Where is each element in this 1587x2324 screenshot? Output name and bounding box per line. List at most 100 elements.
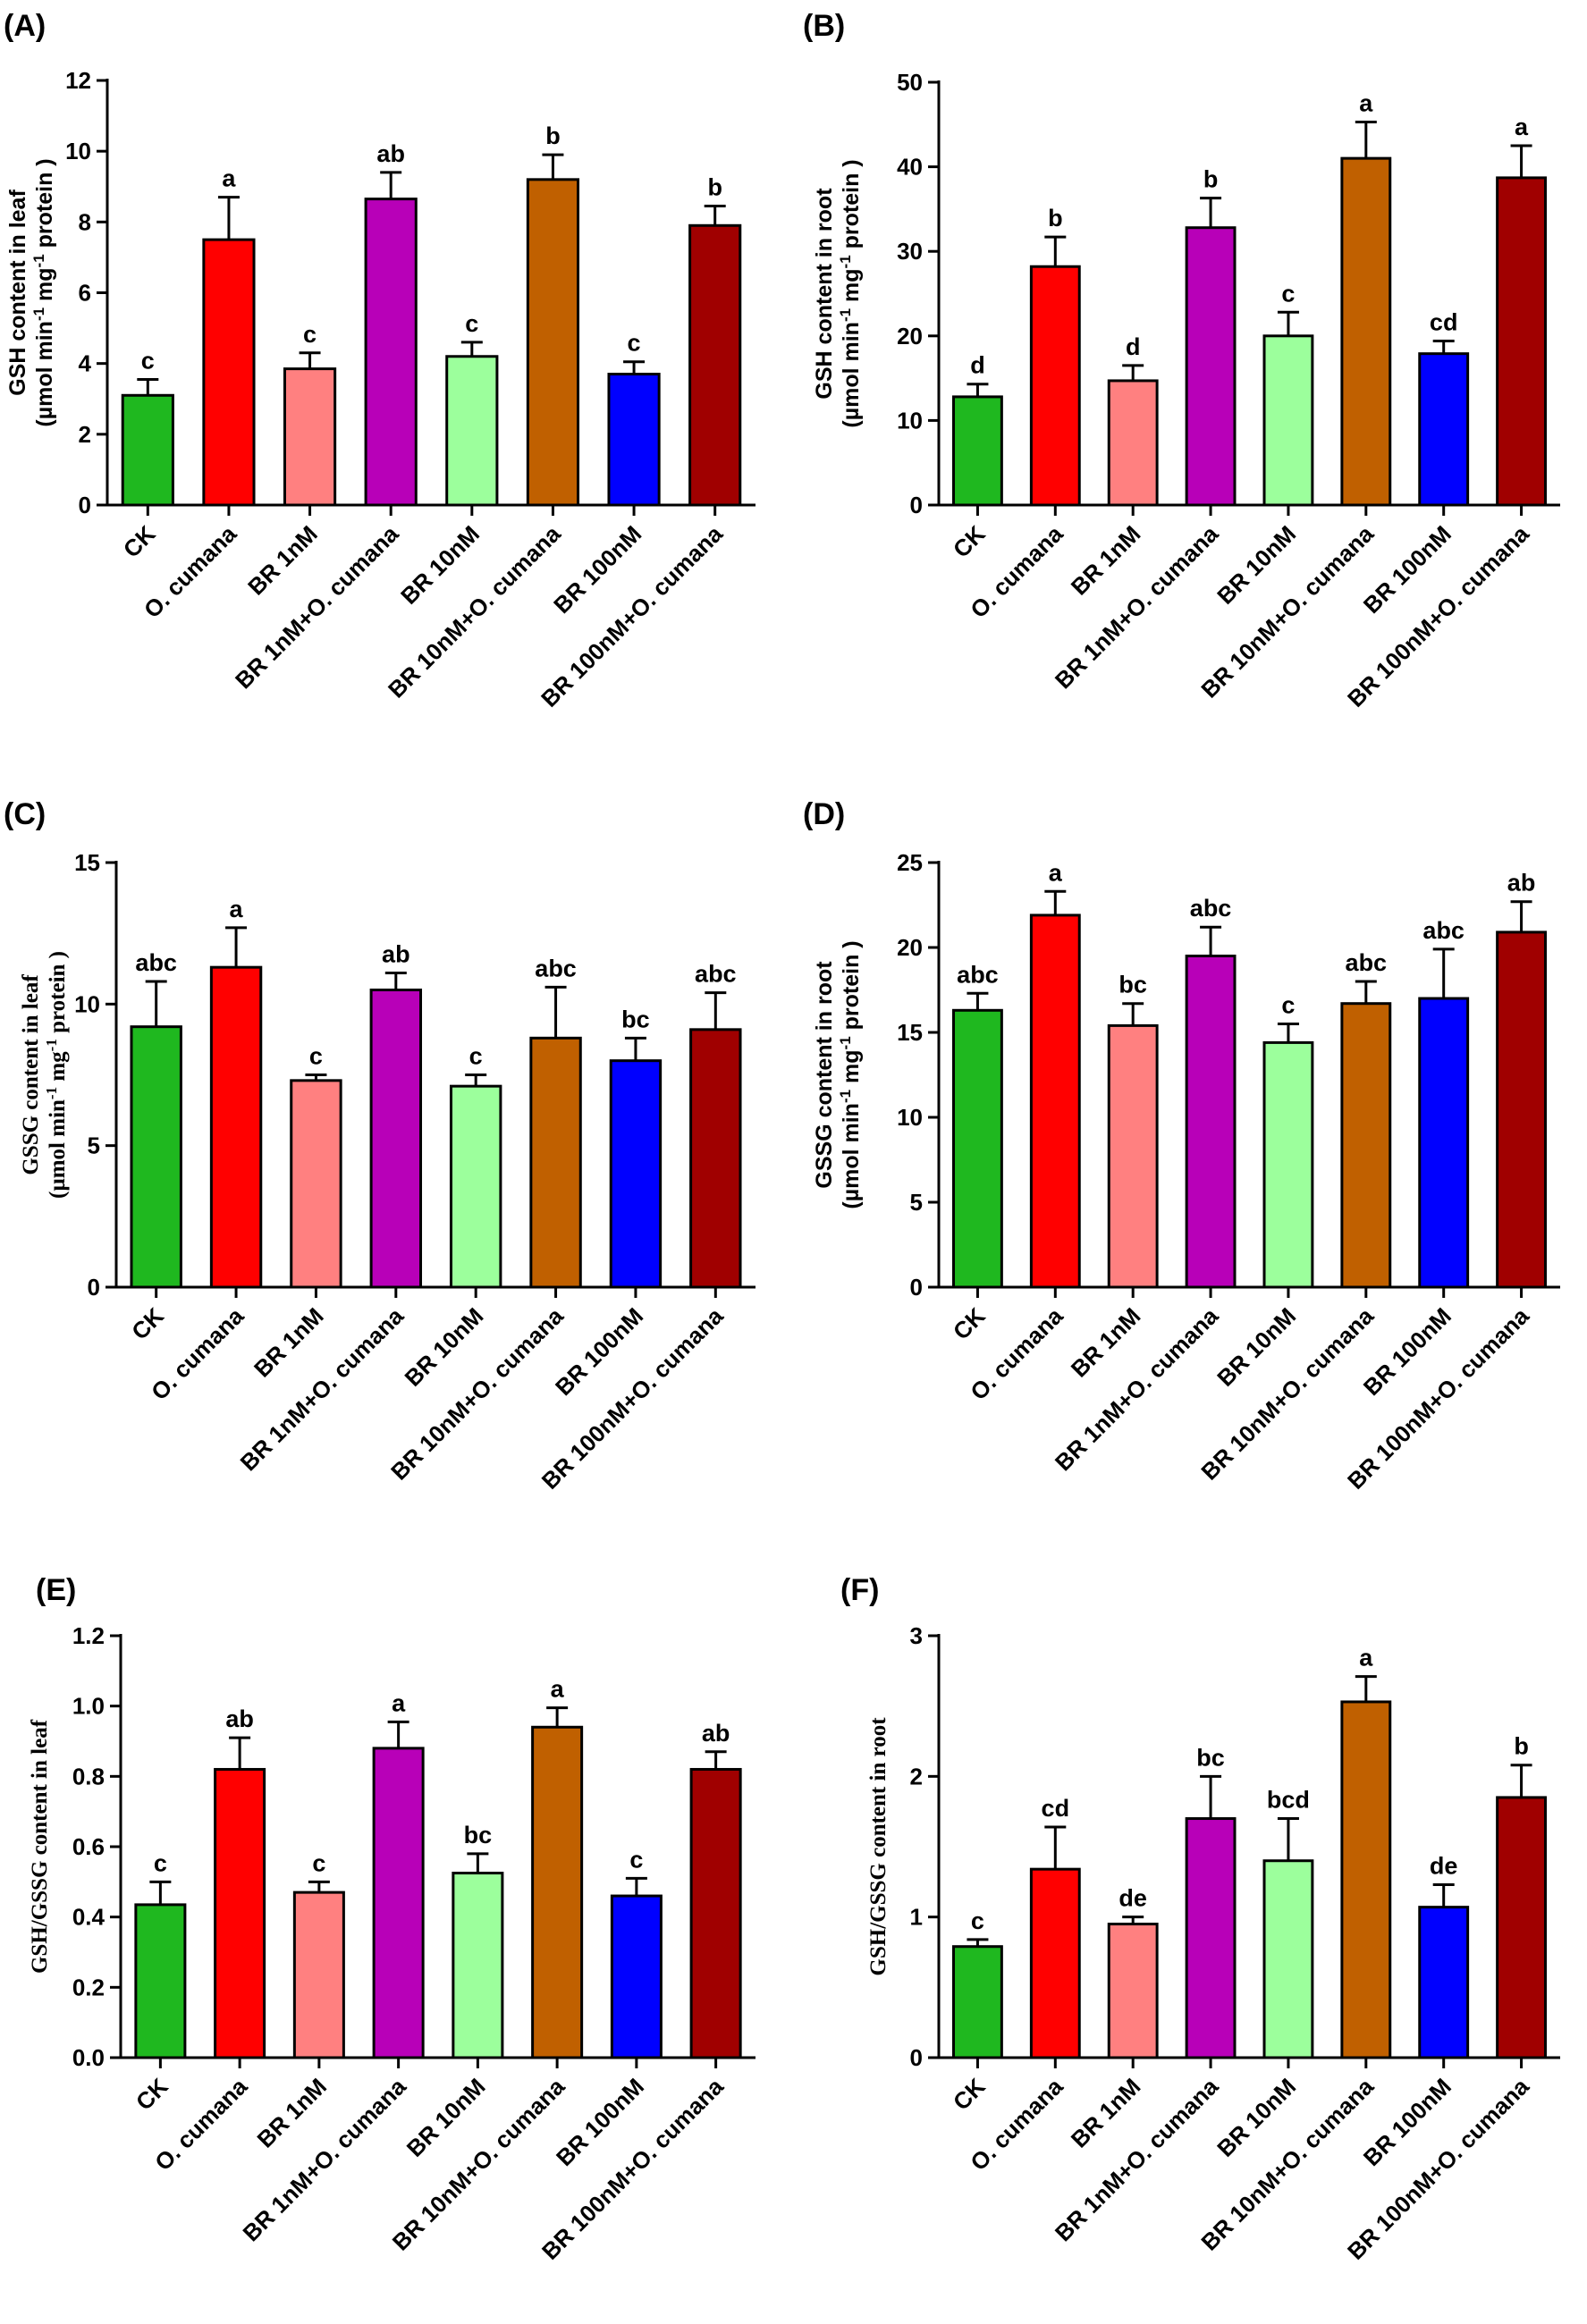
significance-letter: c: [141, 347, 155, 374]
bar-br-10nm-o-cumana: [1340, 1700, 1392, 2059]
significance-letter: abc: [135, 949, 177, 976]
significance-letter: ab: [382, 941, 410, 968]
category-label: BR 1nM: [1066, 1302, 1146, 1383]
y-tick-label: 0.2: [72, 1974, 105, 2000]
significance-letter: a: [1515, 114, 1529, 140]
y-tick-label: 50: [897, 69, 923, 96]
bar-o-cumana: [1029, 265, 1081, 507]
y-tick-label: 5: [88, 1133, 100, 1159]
y-tick-label: 1.2: [72, 1622, 105, 1649]
bar-br-1nm-o-cumana: [364, 198, 418, 507]
significance-letter: bc: [1118, 972, 1147, 998]
y-tick-label: 0: [79, 492, 91, 518]
significance-letter: abc: [1422, 917, 1465, 944]
bar-o-cumana: [209, 965, 263, 1289]
panel-letter: (E): [36, 1573, 76, 1607]
y-tick-label: 0: [88, 1274, 100, 1301]
significance-letter: c: [971, 1907, 984, 1934]
significance-letter: abc: [695, 961, 737, 988]
y-axis-unit: (µmol min-1 mg-1 protein ): [837, 940, 865, 1208]
y-tick-label: 12: [65, 67, 91, 94]
bar-br-10nm-o-cumana: [531, 1725, 584, 2059]
significance-letter: abc: [1190, 895, 1232, 922]
bar-ck: [952, 1008, 1003, 1289]
significance-letter: de: [1430, 1852, 1458, 1879]
panel-letter: (B): [803, 9, 845, 43]
y-tick-label: 0: [910, 1274, 923, 1301]
significance-letter: b: [545, 122, 561, 149]
bar-br-1nm: [1107, 1023, 1159, 1289]
significance-letter: abc: [535, 955, 577, 981]
bar-br-10nm: [1262, 334, 1314, 507]
bar-br-1nm-o-cumana: [1185, 226, 1237, 507]
y-tick-label: 4: [79, 350, 92, 377]
significance-letter: c: [465, 310, 478, 337]
y-tick-label: 0: [910, 2044, 923, 2071]
significance-letter: c: [312, 1849, 325, 1876]
bar-ck: [134, 1903, 187, 2059]
category-label: BR 1nM: [249, 1302, 329, 1383]
bar-o-cumana: [214, 1767, 266, 2059]
significance-letter: ab: [376, 140, 405, 167]
y-axis-title: GSH content in root: [812, 188, 837, 400]
bar-br-100nm: [1418, 352, 1470, 507]
significance-letter: bc: [621, 1006, 650, 1032]
significance-letter: c: [303, 321, 317, 348]
significance-letter: c: [154, 1849, 167, 1876]
significance-letter: bc: [1196, 1744, 1225, 1771]
bar-br-1nm: [290, 1079, 342, 1289]
y-tick-label: 10: [897, 407, 923, 434]
bar-ck: [952, 395, 1003, 507]
panel-letter: (F): [840, 1573, 879, 1607]
bar-br-10nm-o-cumana: [526, 178, 580, 507]
y-tick-label: 10: [65, 138, 91, 164]
y-tick-label: 15: [74, 849, 100, 876]
y-tick-label: 5: [910, 1189, 923, 1216]
significance-letter: abc: [957, 961, 999, 988]
significance-letter: a: [551, 1676, 565, 1703]
y-tick-label: 0: [910, 492, 923, 518]
y-tick-label: 10: [74, 990, 100, 1017]
bar-br-100nm: [1418, 997, 1470, 1289]
category-label: CK: [131, 2073, 173, 2116]
bar-br-100nm: [607, 373, 661, 507]
significance-letter: cd: [1430, 308, 1458, 335]
significance-letter: c: [469, 1043, 483, 1070]
y-tick-label: 25: [897, 849, 923, 876]
y-tick-label: 10: [897, 1104, 923, 1131]
category-label: BR 1nM: [251, 2073, 332, 2153]
y-tick-label: 3: [910, 1622, 923, 1649]
bar-br-10nm-o-cumana: [1340, 156, 1392, 507]
bar-br-10nm: [1262, 1859, 1314, 2059]
bar-ck: [121, 393, 174, 507]
significance-letter: c: [629, 1846, 643, 1873]
y-axis-title: GSH/GSSG content in leaf: [28, 1719, 52, 1974]
significance-letter: b: [707, 174, 722, 201]
bar-br-100nm-o-cumana: [1496, 176, 1547, 507]
category-label: BR 1nM: [1066, 520, 1146, 601]
significance-letter: c: [309, 1043, 323, 1070]
y-tick-label: 0.6: [72, 1833, 105, 1860]
bar-br-1nm-o-cumana: [1185, 1817, 1237, 2059]
significance-letter: b: [1514, 1733, 1529, 1760]
category-label: CK: [118, 520, 161, 563]
y-axis-title: GSH/GSSG content in root: [866, 1717, 891, 1976]
bar-o-cumana: [202, 238, 256, 507]
bar-br-100nm: [609, 1059, 663, 1289]
bar-br-100nm: [610, 1894, 663, 2059]
bar-br-10nm: [452, 1872, 504, 2059]
bar-ck: [952, 1945, 1003, 2059]
y-tick-label: 2: [910, 1763, 923, 1789]
category-label: CK: [948, 520, 991, 563]
y-tick-label: 0.4: [72, 1904, 106, 1931]
significance-letter: d: [970, 352, 985, 379]
y-tick-label: 0.8: [72, 1763, 105, 1789]
panel-letter: (D): [803, 797, 845, 831]
bar-br-10nm: [445, 355, 499, 507]
